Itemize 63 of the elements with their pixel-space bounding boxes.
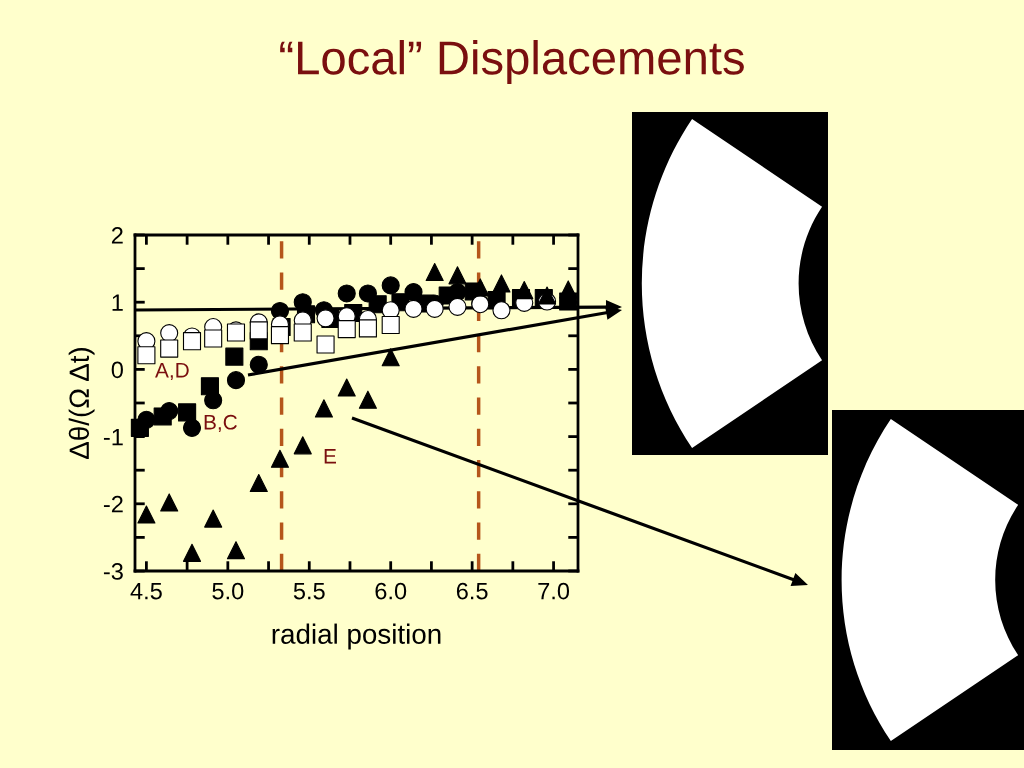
- point: [337, 284, 356, 303]
- point: [249, 473, 268, 493]
- point: [249, 355, 268, 374]
- y-tick-label: -3: [103, 563, 123, 580]
- point: [249, 321, 268, 340]
- point: [270, 326, 290, 345]
- point: [182, 332, 202, 351]
- point: [182, 418, 202, 437]
- x-tick-label: 6.5: [456, 582, 488, 600]
- point: [293, 323, 312, 342]
- point: [178, 403, 197, 422]
- y-axis-title: Δθ/(Ω Δt): [68, 348, 95, 459]
- point: [448, 297, 467, 316]
- y-tick-label: -1: [103, 428, 123, 446]
- chart-title: “Local” Displacements: [280, 39, 744, 85]
- point: [160, 493, 179, 512]
- point: [316, 309, 335, 328]
- point: [559, 280, 578, 299]
- x-tick-label: 5.5: [293, 582, 325, 600]
- point: [200, 377, 219, 396]
- x-axis-title: radial position: [272, 623, 441, 650]
- point: [153, 407, 172, 426]
- x-tick-label: 5.0: [212, 582, 244, 600]
- x-tick-label: 6.0: [375, 582, 407, 600]
- point: [358, 319, 377, 338]
- point: [404, 299, 423, 318]
- point: [137, 505, 156, 524]
- point: [160, 339, 179, 358]
- point: [316, 335, 335, 354]
- point: [293, 436, 312, 455]
- annotation: B,C: [204, 414, 237, 433]
- point: [130, 418, 149, 437]
- point: [425, 299, 444, 318]
- point: [381, 348, 400, 367]
- annotation: E: [324, 449, 336, 464]
- point: [492, 301, 511, 320]
- y-tick-label: -2: [103, 495, 123, 513]
- x-tick-label: 7.0: [538, 582, 570, 600]
- point: [270, 449, 290, 468]
- point: [182, 543, 202, 562]
- y-tick-label: 1: [112, 294, 123, 311]
- annotation: A,D: [155, 363, 189, 381]
- y-tick-label: 2: [111, 227, 123, 244]
- point: [226, 371, 246, 390]
- y-tick-label: 0: [111, 361, 123, 379]
- point: [537, 286, 557, 305]
- point: [225, 347, 244, 366]
- point: [381, 276, 400, 295]
- point: [515, 281, 534, 300]
- point: [160, 324, 179, 343]
- point: [204, 329, 223, 348]
- point: [226, 541, 246, 560]
- point: [358, 390, 377, 409]
- point: [337, 378, 356, 397]
- point: [425, 262, 444, 282]
- x-tick-label: 4.5: [130, 582, 162, 600]
- point: [448, 266, 467, 285]
- point: [381, 315, 400, 335]
- point: [492, 274, 511, 293]
- point: [204, 509, 223, 528]
- point: [337, 320, 356, 339]
- point: [137, 346, 156, 365]
- point: [314, 399, 333, 418]
